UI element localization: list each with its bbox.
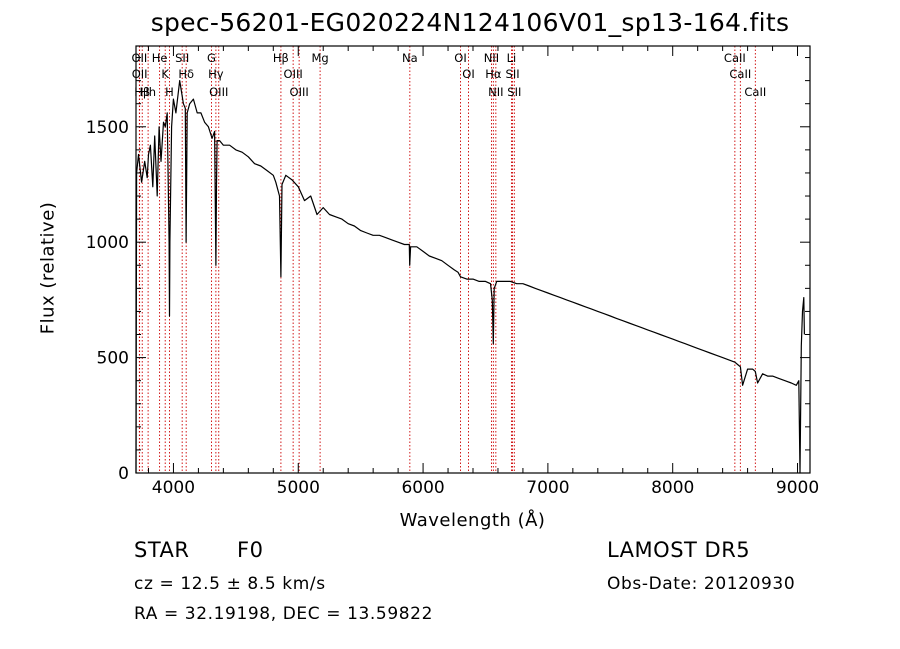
survey-name: LAMOST DR5 <box>607 538 751 562</box>
line-label: Hδ <box>178 67 194 81</box>
line-label: SII <box>175 51 189 65</box>
object-class: STAR <box>134 538 190 562</box>
line-label: SII <box>507 85 521 99</box>
obs-date: Obs-Date: 20120930 <box>607 574 796 594</box>
line-label: K <box>161 67 169 81</box>
redshift-readout: cz = 12.5 ± 8.5 km/s <box>134 574 326 594</box>
plot-frame <box>135 45 811 474</box>
x-tick-label: 4000 <box>152 478 195 498</box>
emission-line-markers <box>138 46 756 473</box>
line-label: Li <box>507 51 517 65</box>
y-tick-label: 1000 <box>86 233 129 253</box>
line-label: Hh <box>140 85 156 99</box>
y-tick-label: 0 <box>118 464 129 484</box>
x-tick-label: 6000 <box>401 478 444 498</box>
y-axis-label: Flux (relative) <box>37 201 59 335</box>
line-label: OIII <box>209 85 228 99</box>
line-label: Hβ <box>134 85 150 99</box>
line-label: NII <box>484 51 499 65</box>
x-tick-label: 9000 <box>776 478 819 498</box>
line-label: OI <box>454 51 466 65</box>
line-label: Mg <box>311 51 328 65</box>
line-label: CaII <box>744 85 766 99</box>
x-axis-label: Wavelength (Å) <box>399 510 546 531</box>
line-label: CaII <box>724 51 746 65</box>
x-tick-label: 8000 <box>651 478 694 498</box>
line-label: Hβ <box>273 51 289 65</box>
line-label: Hγ <box>208 67 224 81</box>
coordinates: RA = 32.19198, DEC = 13.59822 <box>134 604 433 624</box>
line-label: Hα <box>485 67 502 81</box>
y-tick-label: 500 <box>97 349 129 369</box>
object-subclass: F0 <box>237 538 264 562</box>
line-label: OII <box>132 67 148 81</box>
line-label: He <box>152 51 168 65</box>
line-label: CaII <box>729 67 751 81</box>
line-label: Na <box>402 51 418 65</box>
y-tick-label: 1500 <box>86 118 129 138</box>
line-label: OIII <box>284 67 303 81</box>
line-label: OIII <box>290 85 309 99</box>
x-tick-label: 5000 <box>277 478 320 498</box>
line-label: G <box>207 51 216 65</box>
line-label: NII <box>488 85 503 99</box>
chart-title: spec-56201-EG020224N124106V01_sp13-164.f… <box>150 8 790 37</box>
line-label: OI <box>462 67 474 81</box>
spectrum-line <box>135 79 805 474</box>
line-label: H <box>165 85 174 99</box>
x-tick-label: 7000 <box>526 478 569 498</box>
line-label: SII <box>506 67 520 81</box>
plot-axes: 4000 5000 6000 7000 8000 9000 0 500 1000 1500 <box>86 45 819 498</box>
spectrum-series <box>135 79 805 474</box>
